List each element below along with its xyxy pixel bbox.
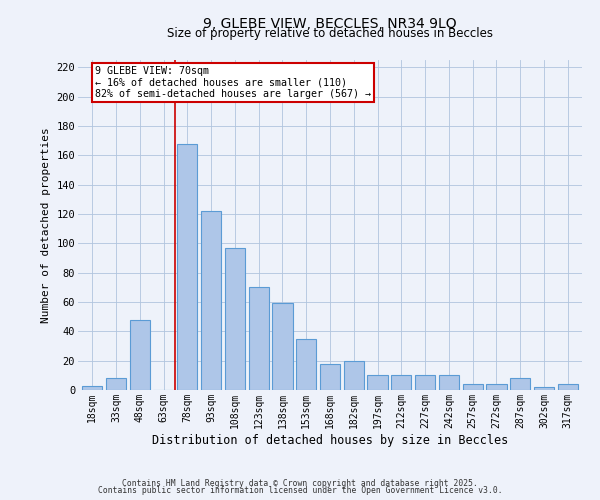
Bar bbox=[463, 384, 483, 390]
Bar bbox=[320, 364, 340, 390]
Bar bbox=[439, 376, 459, 390]
Bar bbox=[296, 338, 316, 390]
Bar bbox=[534, 387, 554, 390]
Bar bbox=[391, 376, 412, 390]
Bar bbox=[201, 211, 221, 390]
Text: Size of property relative to detached houses in Beccles: Size of property relative to detached ho… bbox=[167, 28, 493, 40]
X-axis label: Distribution of detached houses by size in Beccles: Distribution of detached houses by size … bbox=[152, 434, 508, 446]
Bar bbox=[367, 376, 388, 390]
Bar bbox=[106, 378, 126, 390]
Bar bbox=[225, 248, 245, 390]
Bar bbox=[272, 304, 293, 390]
Bar bbox=[487, 384, 506, 390]
Bar bbox=[557, 384, 578, 390]
Bar bbox=[415, 376, 435, 390]
Text: Contains HM Land Registry data © Crown copyright and database right 2025.: Contains HM Land Registry data © Crown c… bbox=[122, 478, 478, 488]
Text: 9, GLEBE VIEW, BECCLES, NR34 9LQ: 9, GLEBE VIEW, BECCLES, NR34 9LQ bbox=[203, 18, 457, 32]
Bar bbox=[510, 378, 530, 390]
Bar bbox=[130, 320, 150, 390]
Y-axis label: Number of detached properties: Number of detached properties bbox=[41, 127, 51, 323]
Text: 9 GLEBE VIEW: 70sqm
← 16% of detached houses are smaller (110)
82% of semi-detac: 9 GLEBE VIEW: 70sqm ← 16% of detached ho… bbox=[95, 66, 371, 99]
Text: Contains public sector information licensed under the Open Government Licence v3: Contains public sector information licen… bbox=[98, 486, 502, 495]
Bar bbox=[82, 386, 103, 390]
Bar bbox=[248, 288, 269, 390]
Bar bbox=[344, 360, 364, 390]
Bar bbox=[177, 144, 197, 390]
